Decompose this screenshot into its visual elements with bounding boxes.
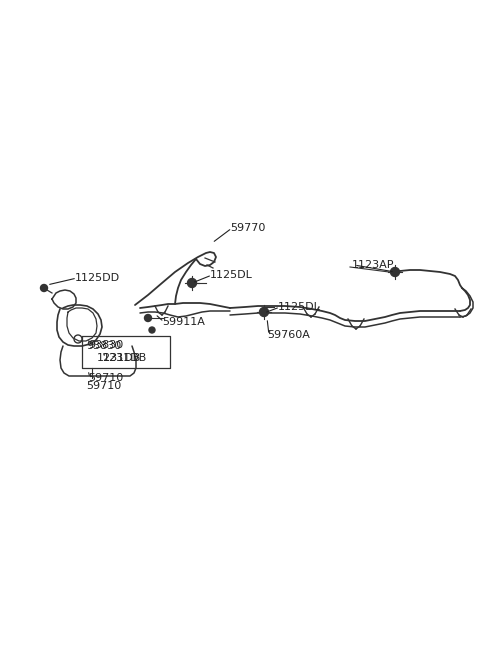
Text: 59760A: 59760A	[267, 330, 310, 340]
Circle shape	[188, 279, 196, 287]
Circle shape	[40, 285, 48, 291]
Circle shape	[260, 308, 268, 316]
Circle shape	[391, 268, 399, 276]
Text: 1231DB: 1231DB	[103, 353, 147, 363]
Text: 1123AP: 1123AP	[352, 260, 395, 270]
Text: 59710: 59710	[86, 381, 121, 391]
Text: 93830: 93830	[88, 340, 123, 350]
Circle shape	[149, 327, 155, 333]
Text: 93830: 93830	[86, 341, 121, 351]
Text: 59710: 59710	[88, 373, 123, 383]
Circle shape	[144, 314, 152, 321]
Text: 59770: 59770	[230, 223, 265, 233]
Text: 1125DL: 1125DL	[210, 270, 253, 280]
Text: 1231DB: 1231DB	[97, 353, 141, 363]
Text: 59911A: 59911A	[162, 317, 205, 327]
Text: 1125DL: 1125DL	[278, 302, 321, 312]
Text: 1125DD: 1125DD	[75, 273, 120, 283]
